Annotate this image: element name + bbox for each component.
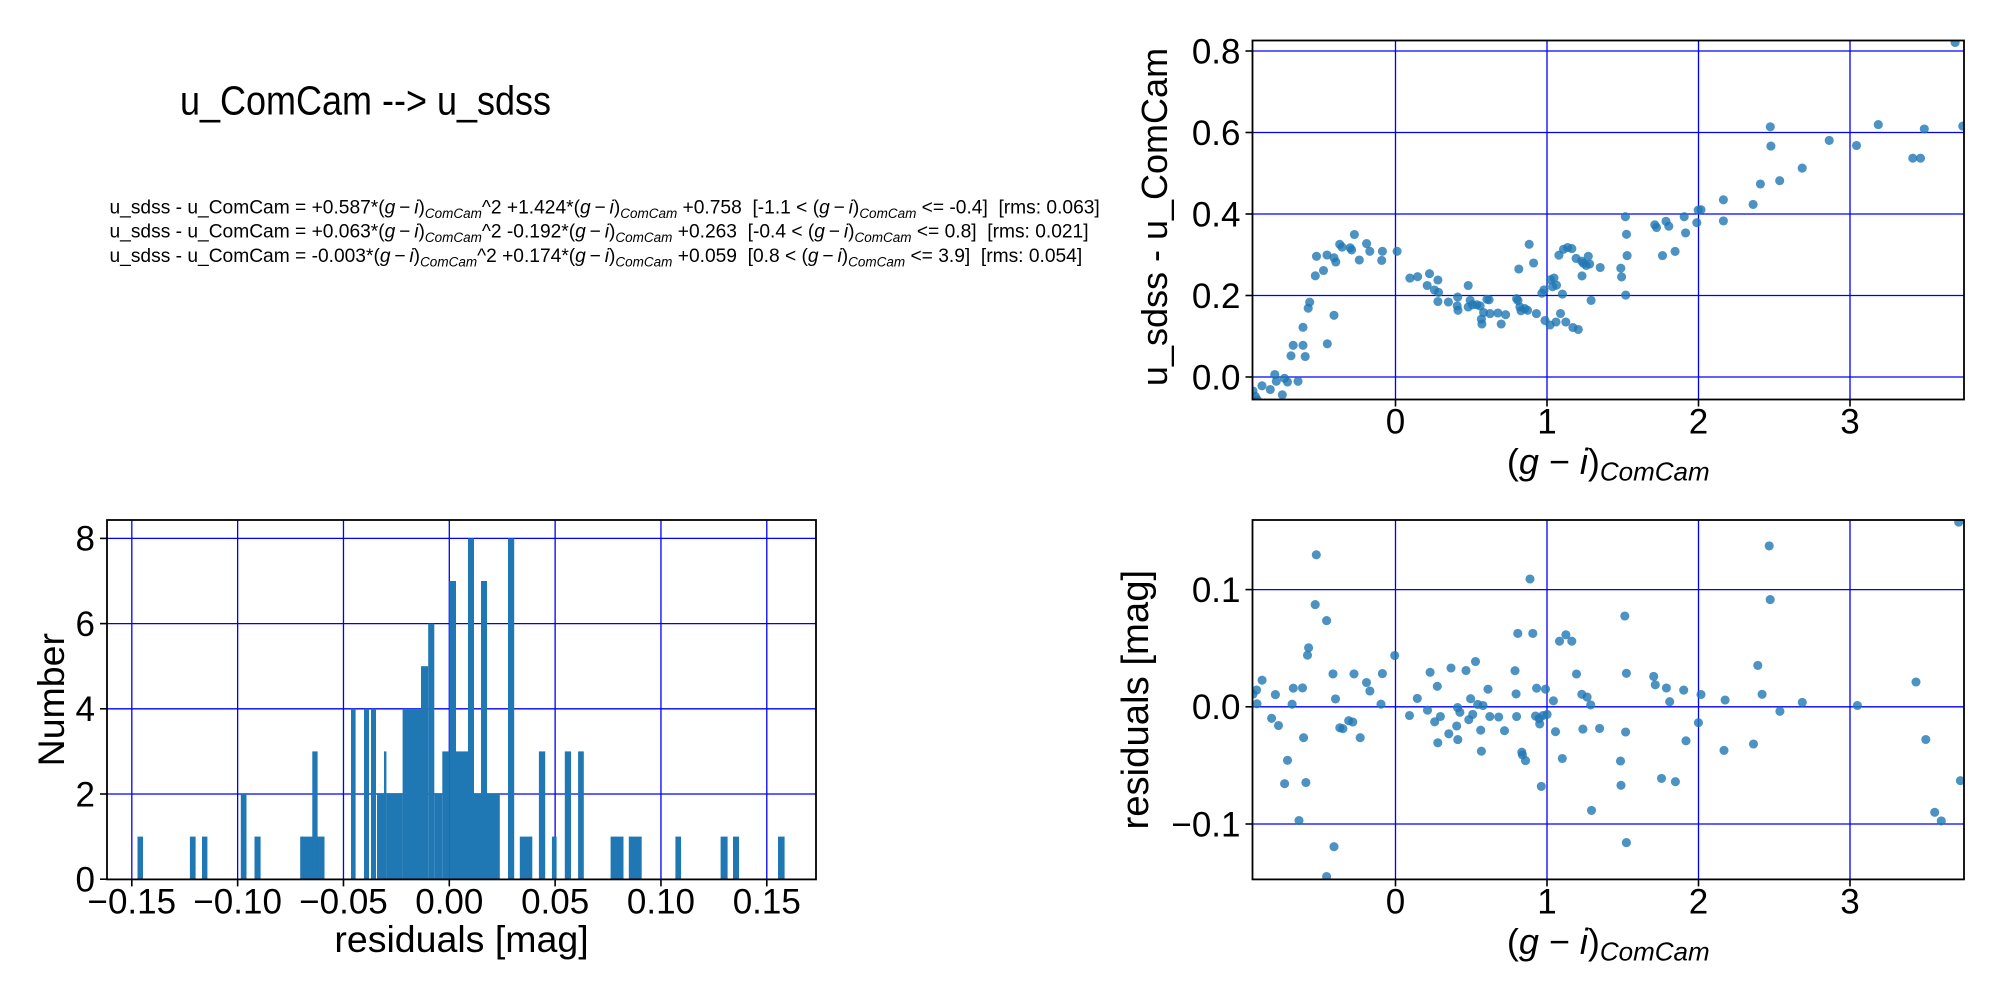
- svg-text:3: 3: [1840, 882, 1859, 921]
- svg-text:−0.05: −0.05: [299, 882, 388, 921]
- svg-text:8: 8: [76, 520, 95, 559]
- svg-text:−0.10: −0.10: [193, 882, 282, 921]
- svg-text:2: 2: [76, 775, 95, 814]
- svg-text:0.15: 0.15: [733, 882, 801, 921]
- svg-text:u_sdss - u_ComCam = +0.063*(g: u_sdss - u_ComCam = +0.063*(g − i)ComCam…: [110, 222, 1089, 246]
- svg-text:3: 3: [1840, 403, 1859, 442]
- svg-text:−0.1: −0.1: [1171, 805, 1240, 844]
- svg-text:0: 0: [1386, 403, 1405, 442]
- svg-text:0.4: 0.4: [1192, 195, 1241, 234]
- svg-text:1: 1: [1537, 882, 1556, 921]
- svg-text:0.0: 0.0: [1192, 358, 1241, 397]
- svg-text:0: 0: [76, 860, 95, 899]
- svg-text:u_sdss - u_ComCam = +0.587*(g: u_sdss - u_ComCam = +0.587*(g − i)ComCam…: [110, 198, 1100, 222]
- svg-text:−0.15: −0.15: [88, 882, 177, 921]
- svg-text:residuals [mag]: residuals [mag]: [1114, 570, 1157, 830]
- svg-text:1: 1: [1537, 403, 1556, 442]
- svg-text:u_sdss - u_ComCam = -0.003*(g: u_sdss - u_ComCam = -0.003*(g − i)ComCam…: [110, 246, 1083, 270]
- svg-text:Number: Number: [30, 633, 72, 766]
- svg-text:0.2: 0.2: [1192, 277, 1241, 316]
- svg-text:0.00: 0.00: [415, 882, 483, 921]
- svg-text:2: 2: [1689, 882, 1708, 921]
- svg-text:2: 2: [1689, 403, 1708, 442]
- svg-text:6: 6: [76, 605, 95, 644]
- svg-text:0.05: 0.05: [521, 882, 589, 921]
- svg-text:0.6: 0.6: [1192, 114, 1241, 153]
- svg-text:0.8: 0.8: [1192, 32, 1241, 71]
- svg-text:0.0: 0.0: [1192, 688, 1241, 727]
- svg-text:u_sdss - u_ComCam: u_sdss - u_ComCam: [1134, 48, 1175, 386]
- svg-text:0.10: 0.10: [627, 882, 695, 921]
- svg-text:0.1: 0.1: [1192, 571, 1241, 610]
- svg-text:residuals [mag]: residuals [mag]: [334, 918, 588, 960]
- svg-text:u_ComCam --> u_sdss: u_ComCam --> u_sdss: [180, 78, 551, 124]
- svg-text:0: 0: [1386, 882, 1405, 921]
- svg-text:4: 4: [76, 690, 95, 729]
